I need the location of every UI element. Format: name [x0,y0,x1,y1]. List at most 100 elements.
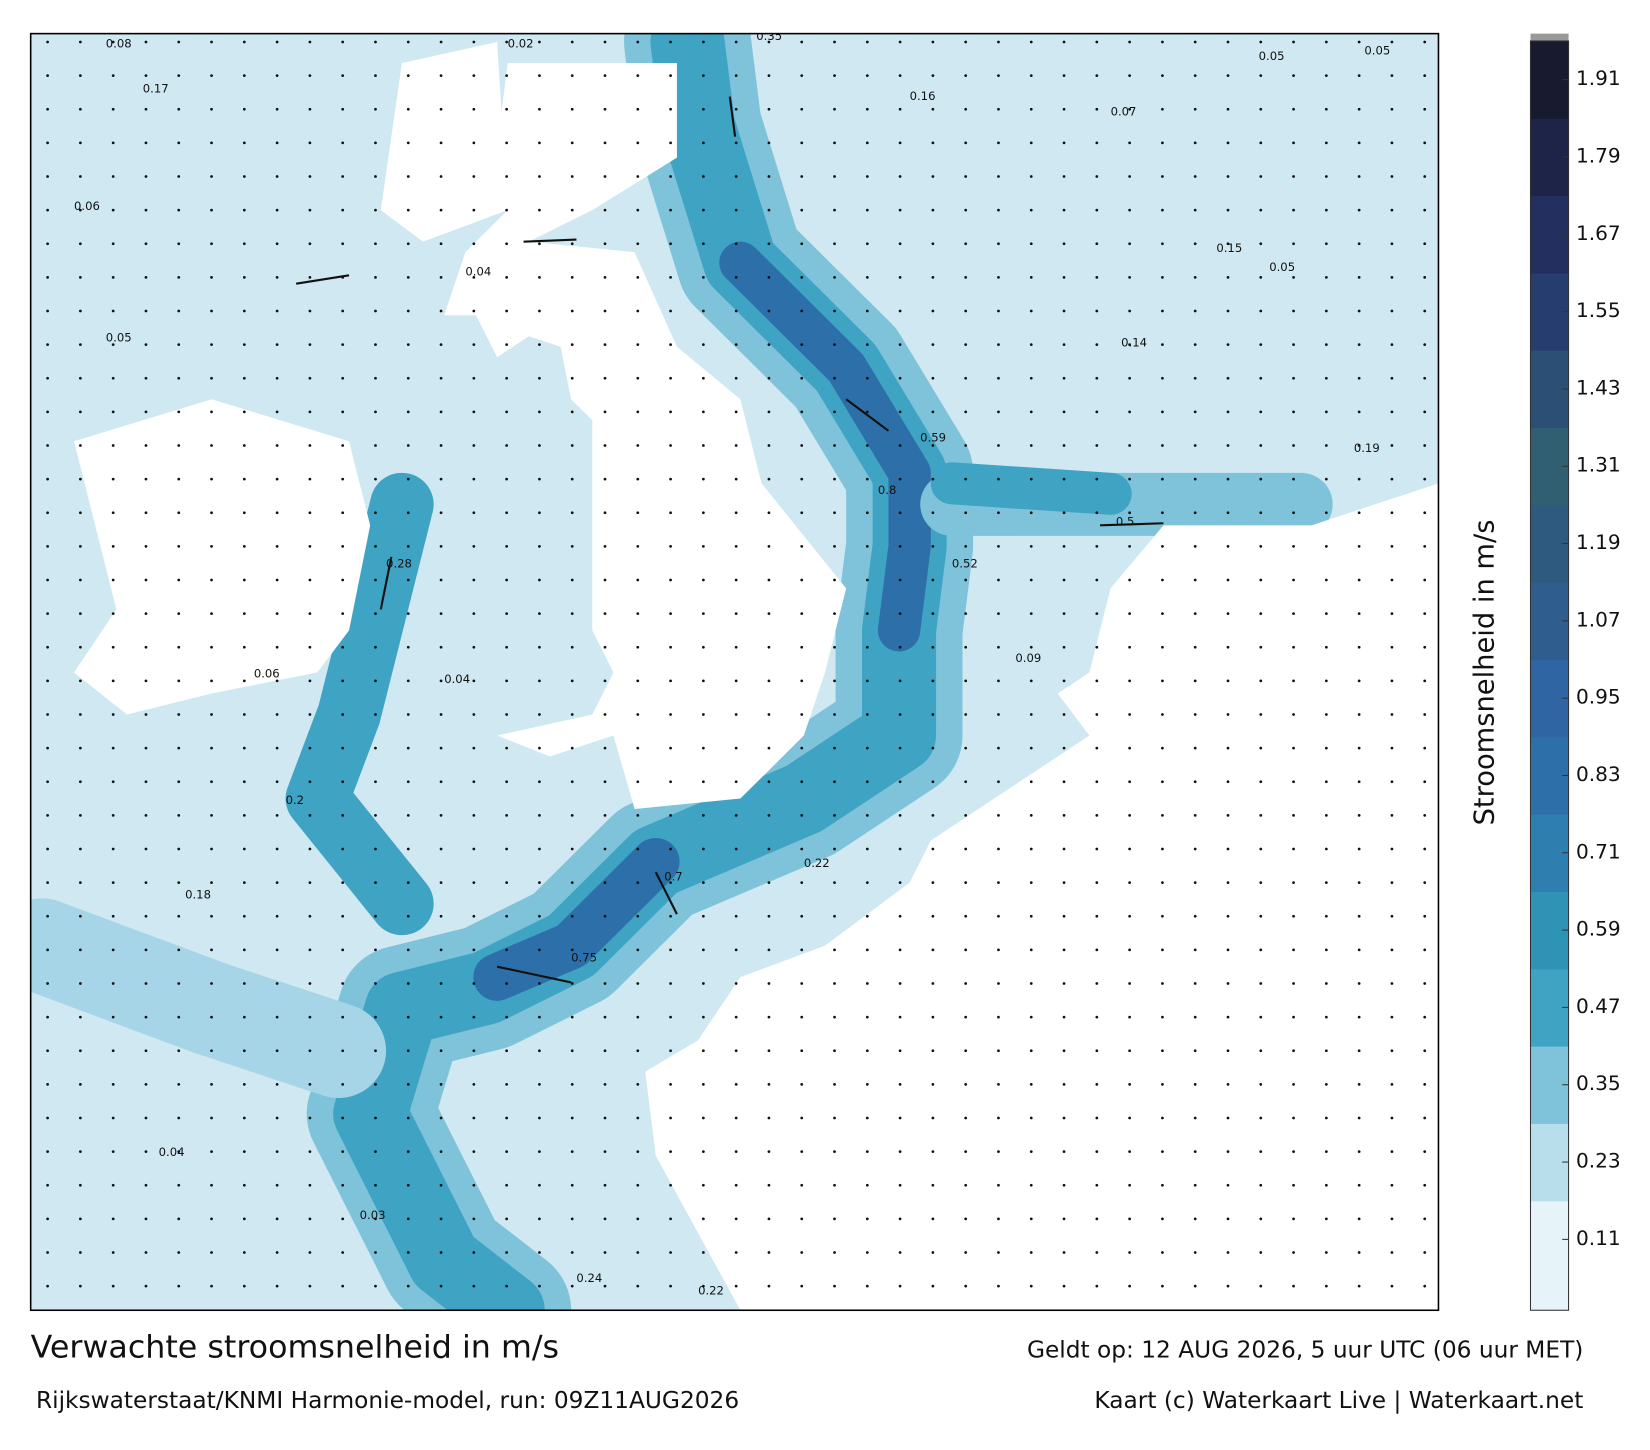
vector-dot [734,1284,738,1288]
vector-dot [275,242,279,246]
vector-dot [701,376,705,380]
vector-dot [374,141,377,145]
vector-dot [1390,141,1394,145]
vector-dot [1062,74,1066,78]
vector-dot [865,746,869,750]
vector-dot [636,881,640,884]
vector-dot [1062,645,1066,649]
vector-dot [275,1183,279,1187]
vector-dot [898,1049,902,1053]
vector-dot [701,40,705,44]
vector-dot [341,477,345,481]
vector-dot [1029,1049,1033,1053]
vector-dot [833,477,836,481]
vector-dot [1128,948,1131,952]
vector-dot [1128,208,1131,212]
vector-dot [1390,948,1394,952]
vector-dot [1390,1284,1394,1288]
vector-dot [46,679,49,683]
vector-dot [144,309,148,313]
vector-dot [177,847,181,851]
speed-label: 0.09 [1015,651,1041,665]
vector-dot [734,309,738,313]
vector-dot [1390,612,1394,615]
vector-dot [439,1150,443,1153]
vector-dot [800,477,804,481]
vector-dot [603,208,607,212]
vector-dot [1324,578,1328,582]
vector-dot [1193,679,1197,683]
vector-dot [1062,343,1066,347]
vector-dot [767,1015,771,1019]
vector-dot [833,511,836,515]
vector-dot [505,1251,509,1254]
vector-dot [1193,1150,1197,1153]
vector-dot [46,1183,49,1187]
vector-dot [865,1049,869,1053]
vector-dot [1062,1251,1066,1254]
vector-dot [1324,948,1328,952]
vector-dot [308,914,312,918]
vector-dot [1062,746,1066,750]
vector-dot [505,813,509,817]
colorbar-tick-label: 0.95 [1576,685,1621,709]
vector-dot [1324,1251,1328,1254]
vector-dot [833,1150,836,1153]
vector-dot [701,713,705,716]
vector-dot [406,679,410,683]
vector-dot [833,208,836,212]
vector-dot [1062,208,1066,212]
vector-dot [210,545,213,548]
vector-dot [701,276,705,279]
vector-dot [111,982,115,985]
vector-dot [111,444,115,447]
vector-dot [275,948,279,952]
vector-dot [1324,175,1328,178]
vector-dot [1390,376,1394,380]
vector-dot [242,511,246,515]
vector-dot [1029,612,1033,615]
vector-dot [734,141,738,145]
vector-dot [308,343,312,347]
vector-dot [833,40,836,44]
vector-dot [1128,813,1131,817]
vector-dot [308,107,312,111]
vector-dot [1324,746,1328,750]
vector-dot [997,141,1000,145]
map-frame [29,32,1440,1312]
vector-dot [1390,511,1394,515]
vector-dot [341,1116,345,1120]
vector-dot [1292,40,1295,44]
vector-arrow [295,274,350,285]
vector-dot [570,1284,574,1288]
vector-dot [505,545,509,548]
vector-dot [308,40,312,44]
vector-dot [210,1116,213,1120]
vector-dot [275,679,279,683]
vector-dot [997,948,1000,952]
vector-dot [997,74,1000,78]
vector-dot [46,1284,49,1288]
vector-dot [111,578,115,582]
vector-dot [46,410,49,414]
vector-dot [439,1284,443,1288]
vector-dot [1423,881,1427,884]
vector-dot [1193,74,1197,78]
vector-dot [898,679,902,683]
vector-dot [406,1082,410,1086]
vector-dot [931,410,935,414]
vector-dot [603,1116,607,1120]
vector-dot [111,545,115,548]
vector-dot [1193,780,1197,784]
speed-label: 0.2 [286,793,304,807]
vector-dot [79,40,82,44]
vector-dot [144,444,148,447]
vector-dot [505,376,509,380]
vector-dot [570,645,574,649]
vector-dot [1095,1284,1099,1288]
vector-dot [1226,948,1230,952]
vector-dot [1357,948,1361,952]
vector-dot [46,376,49,380]
vector-dot [341,141,345,145]
